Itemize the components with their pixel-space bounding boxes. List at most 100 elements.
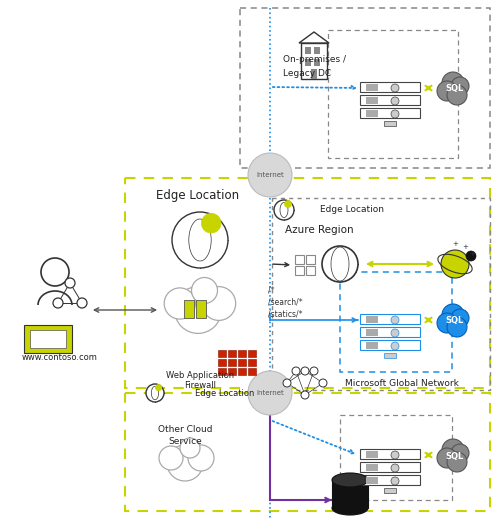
FancyBboxPatch shape (248, 368, 256, 375)
Text: SQL: SQL (446, 316, 464, 325)
FancyBboxPatch shape (306, 266, 315, 275)
Bar (240, 8, 490, 168)
Circle shape (391, 464, 399, 472)
Circle shape (292, 367, 300, 375)
FancyBboxPatch shape (228, 350, 236, 357)
Text: +: + (470, 251, 476, 257)
FancyBboxPatch shape (238, 350, 246, 357)
Circle shape (188, 445, 214, 471)
Polygon shape (299, 32, 329, 43)
Circle shape (274, 200, 294, 220)
FancyBboxPatch shape (384, 121, 396, 126)
FancyBboxPatch shape (24, 325, 72, 353)
Text: /statics/*: /statics/* (268, 310, 302, 319)
FancyBboxPatch shape (366, 329, 378, 336)
Circle shape (451, 309, 469, 327)
Text: Internet: Internet (256, 390, 284, 396)
Circle shape (192, 278, 218, 304)
Circle shape (442, 304, 464, 326)
Ellipse shape (332, 501, 368, 515)
Circle shape (391, 110, 399, 118)
Circle shape (284, 200, 292, 208)
FancyBboxPatch shape (366, 84, 378, 91)
Circle shape (301, 391, 309, 399)
Circle shape (391, 451, 399, 459)
FancyBboxPatch shape (311, 69, 317, 79)
FancyBboxPatch shape (360, 449, 420, 459)
FancyBboxPatch shape (314, 59, 320, 66)
Text: Microsoft Global Network: Microsoft Global Network (345, 378, 459, 387)
Text: www.contoso.com: www.contoso.com (22, 354, 98, 363)
Ellipse shape (332, 473, 368, 487)
Circle shape (202, 214, 221, 233)
Circle shape (451, 77, 469, 95)
Circle shape (65, 278, 75, 288)
Circle shape (466, 251, 476, 261)
Circle shape (391, 84, 399, 92)
Text: Azure Region: Azure Region (285, 225, 354, 235)
FancyBboxPatch shape (360, 82, 420, 92)
Text: /search/*: /search/* (268, 297, 302, 306)
FancyBboxPatch shape (228, 368, 236, 375)
FancyBboxPatch shape (360, 475, 420, 485)
Bar (125, 393, 490, 511)
FancyBboxPatch shape (366, 342, 378, 349)
Circle shape (437, 448, 457, 468)
Text: Firewall: Firewall (184, 382, 216, 391)
Text: SQL: SQL (446, 84, 464, 93)
FancyBboxPatch shape (301, 43, 327, 79)
Circle shape (391, 329, 399, 337)
FancyBboxPatch shape (305, 59, 311, 66)
Circle shape (437, 81, 457, 101)
FancyBboxPatch shape (360, 95, 420, 105)
Circle shape (248, 371, 292, 415)
Circle shape (451, 444, 469, 462)
FancyBboxPatch shape (366, 451, 378, 458)
Bar (272, 198, 490, 390)
Bar (328, 30, 458, 158)
FancyBboxPatch shape (184, 300, 194, 318)
Circle shape (172, 212, 228, 268)
FancyBboxPatch shape (218, 350, 226, 357)
Circle shape (53, 298, 63, 308)
Circle shape (77, 298, 87, 308)
FancyBboxPatch shape (360, 462, 420, 472)
Circle shape (301, 367, 309, 375)
FancyBboxPatch shape (366, 97, 378, 104)
Circle shape (310, 367, 318, 375)
Circle shape (164, 288, 196, 319)
Circle shape (248, 153, 292, 197)
FancyBboxPatch shape (295, 255, 304, 264)
Circle shape (41, 258, 69, 286)
Circle shape (447, 317, 467, 337)
FancyBboxPatch shape (30, 330, 66, 348)
Circle shape (441, 250, 469, 278)
Text: Edge Location: Edge Location (195, 388, 254, 398)
FancyBboxPatch shape (306, 255, 315, 264)
FancyBboxPatch shape (218, 368, 226, 375)
Text: On-premises /: On-premises / (283, 56, 346, 65)
Text: Legacy DC: Legacy DC (283, 68, 331, 77)
Circle shape (391, 477, 399, 485)
FancyBboxPatch shape (384, 488, 396, 493)
Bar (340, 272, 452, 372)
FancyBboxPatch shape (295, 266, 304, 275)
Circle shape (202, 287, 235, 321)
FancyBboxPatch shape (305, 47, 311, 54)
FancyBboxPatch shape (366, 477, 378, 484)
Bar (125, 178, 490, 388)
Circle shape (167, 445, 203, 481)
FancyBboxPatch shape (248, 350, 256, 357)
FancyBboxPatch shape (314, 47, 320, 54)
FancyBboxPatch shape (360, 340, 420, 350)
Circle shape (442, 439, 464, 461)
Text: Web Application: Web Application (166, 370, 234, 379)
Circle shape (447, 452, 467, 472)
Circle shape (319, 379, 327, 387)
Text: Edge Location: Edge Location (156, 189, 240, 201)
Circle shape (391, 316, 399, 324)
FancyBboxPatch shape (360, 108, 420, 118)
Circle shape (391, 342, 399, 350)
FancyBboxPatch shape (360, 327, 420, 337)
FancyBboxPatch shape (384, 353, 396, 358)
